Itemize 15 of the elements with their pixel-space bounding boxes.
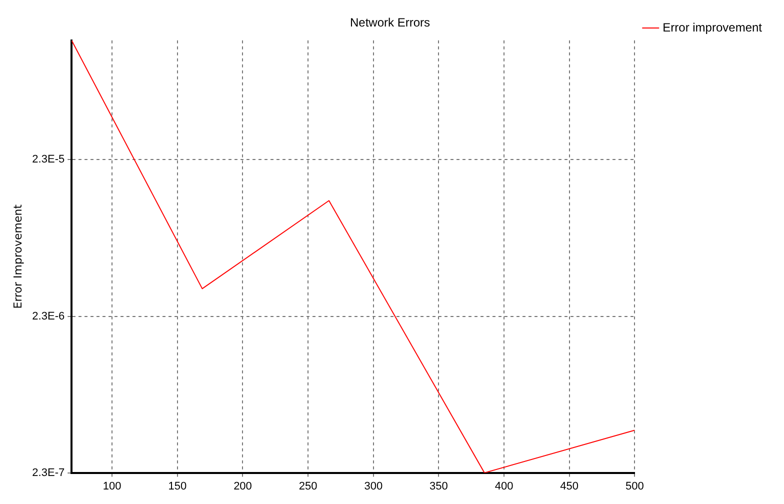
x-tick-label: 350 <box>430 480 448 492</box>
y-axis-title: Error Improvement <box>11 204 24 309</box>
y-tick-label: 2.3E-5 <box>32 154 65 166</box>
y-tick-label: 2.3E-6 <box>32 310 65 322</box>
legend-label: Error improvement <box>662 20 763 34</box>
x-tick-label: 200 <box>234 480 252 492</box>
x-tick-label: 250 <box>298 480 318 492</box>
x-tick-label: 100 <box>102 480 122 492</box>
x-tick-label: 450 <box>560 480 579 492</box>
x-tick-label: 400 <box>494 480 514 492</box>
chart-title: Network Errors <box>350 16 430 30</box>
x-tick-label: 300 <box>364 480 383 492</box>
x-tick-label: 150 <box>168 480 187 492</box>
y-tick-label: 2.3E-7 <box>32 466 65 479</box>
x-tick-label: 500 <box>625 480 644 492</box>
